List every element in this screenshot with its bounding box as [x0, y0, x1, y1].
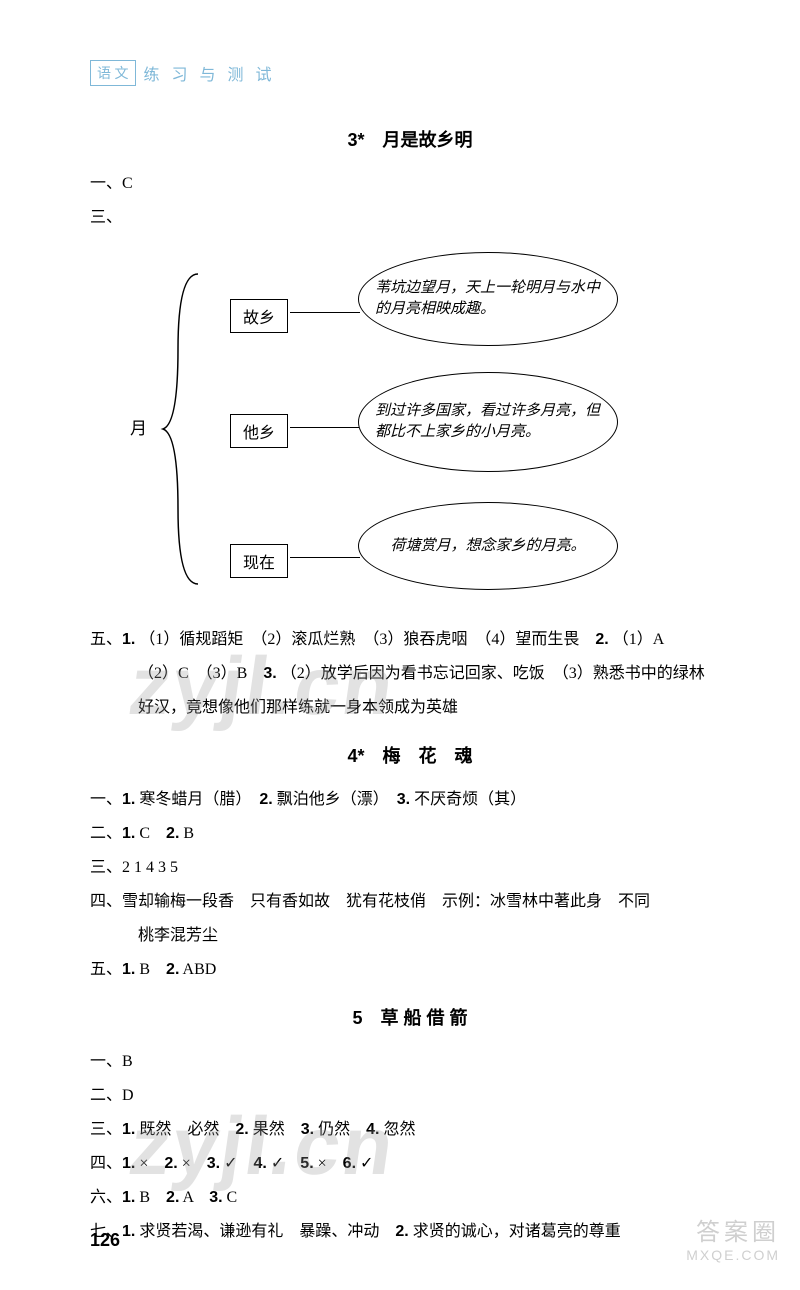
connector-1	[290, 312, 360, 313]
label: 三、	[90, 209, 122, 226]
section-title-4: 4* 梅 花 魂	[90, 742, 730, 768]
section-3-after: 五、1. （1）循规蹈矩 （2）滚瓜烂熟 （3）狼吞虎咽 （4）望而生畏 2. …	[90, 624, 730, 724]
corner-watermark: 答案圈 MXQE.COM	[686, 1212, 780, 1263]
page-number: 126	[90, 1230, 120, 1251]
connector-3	[290, 557, 360, 558]
section-title-5: 5 草 船 借 箭	[90, 1004, 730, 1030]
answer-3-1: 一、C	[90, 168, 730, 200]
answer-line: 五、1. （1）循规蹈矩 （2）滚瓜烂熟 （3）狼吞虎咽 （4）望而生畏 2. …	[90, 624, 730, 656]
answer-line: 六、1. B 2. A 3. C	[90, 1182, 730, 1214]
answer-3-3: 三、	[90, 202, 730, 234]
answer-line: 三、1. 既然 必然 2. 果然 3. 仍然 4. 忽然	[90, 1114, 730, 1146]
connector-2	[290, 427, 360, 428]
answer-line: 四、雪却输梅一段香 只有香如故 犹有花枝俏 示例：冰雪林中著此身 不同	[90, 886, 730, 918]
subject-badge: 语 文	[90, 60, 136, 86]
bubble-3: 荷塘赏月，想念家乡的月亮。	[358, 502, 618, 590]
answer-line: 二、1. C 2. B	[90, 818, 730, 850]
bubble-text-2: 到过许多国家，看过许多月亮，但都比不上家乡的小月亮。	[375, 401, 601, 443]
corner-line1: 答案圈	[686, 1212, 780, 1247]
section-5-lines: 一、B二、D三、1. 既然 必然 2. 果然 3. 仍然 4. 忽然四、1. ×…	[90, 1046, 730, 1248]
answer-line: 二、D	[90, 1080, 730, 1112]
moon-diagram: 月 故乡 苇坑边望月，天上一轮明月与水中的月亮相映成趣。 他乡 到过许多国家，看…	[130, 244, 670, 614]
corner-line2: MXQE.COM	[686, 1247, 780, 1263]
bubble-text-3: 荷塘赏月，想念家乡的月亮。	[390, 536, 585, 557]
bubble-text-1: 苇坑边望月，天上一轮明月与水中的月亮相映成趣。	[375, 278, 601, 320]
diagram-root: 月	[130, 414, 147, 439]
brace-icon	[158, 264, 218, 594]
answer-line: 好汉，竟想像他们那样练就一身本领成为英雄	[90, 692, 730, 724]
label: 一、	[90, 175, 122, 192]
answer-line: 七、1. 求贤若渴、谦逊有礼 暴躁、冲动 2. 求贤的诚心，对诸葛亮的尊重	[90, 1216, 730, 1248]
answer-line: （2）C （3）B 3. （2）放学后因为看书忘记回家、吃饭 （3）熟悉书中的绿…	[90, 658, 730, 690]
book-title: 练 习 与 测 试	[144, 61, 276, 85]
bubble-2: 到过许多国家，看过许多月亮，但都比不上家乡的小月亮。	[358, 372, 618, 472]
node-box-2: 他乡	[230, 414, 288, 448]
section-4-lines: 一、1. 寒冬蜡月（腊） 2. 飘泊他乡（漂） 3. 不厌奇烦（其）二、1. C…	[90, 784, 730, 986]
node-box-1: 故乡	[230, 299, 288, 333]
answer-line: 一、1. 寒冬蜡月（腊） 2. 飘泊他乡（漂） 3. 不厌奇烦（其）	[90, 784, 730, 816]
node-box-3: 现在	[230, 544, 288, 578]
answer-line: 四、1. × 2. × 3. ✓ 4. ✓ 5. × 6. ✓	[90, 1148, 730, 1180]
answer-line: 桃李混芳尘	[90, 920, 730, 952]
text: C	[122, 175, 133, 192]
section-title-3: 3* 月是故乡明	[90, 126, 730, 152]
bubble-1: 苇坑边望月，天上一轮明月与水中的月亮相映成趣。	[358, 252, 618, 346]
answer-line: 一、B	[90, 1046, 730, 1078]
answer-line: 五、1. B 2. ABD	[90, 954, 730, 986]
page: 语 文 练 习 与 测 试 3* 月是故乡明 一、C 三、 月 故乡 苇坑边望月…	[0, 0, 800, 1290]
page-header: 语 文 练 习 与 测 试	[90, 60, 730, 86]
answer-line: 三、2 1 4 3 5	[90, 852, 730, 884]
